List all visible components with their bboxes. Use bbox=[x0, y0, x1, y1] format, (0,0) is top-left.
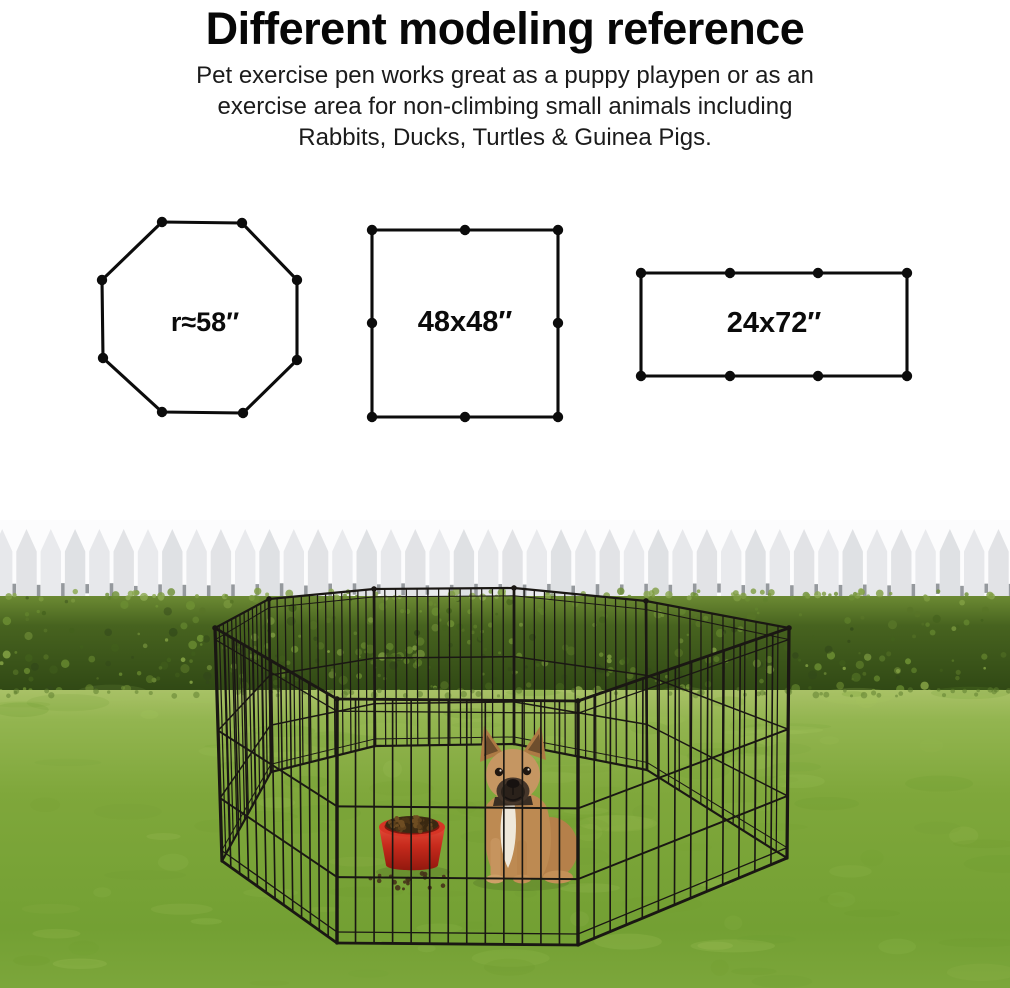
food-bowl bbox=[368, 815, 450, 891]
dog-body bbox=[484, 791, 552, 878]
hedge bbox=[0, 587, 1010, 698]
description-line: Rabbits, Ducks, Turtles & Guinea Pigs. bbox=[298, 124, 712, 151]
dog-eye bbox=[494, 767, 504, 777]
dog-hind-paw bbox=[543, 870, 573, 884]
rectangle-size-label: 24x72″ bbox=[726, 307, 822, 339]
square-diagram bbox=[366, 224, 564, 423]
description-line: exercise area for non-climbing small ani… bbox=[217, 93, 793, 120]
octagon-joint-dots bbox=[96, 216, 303, 419]
dog-eye bbox=[522, 766, 532, 776]
exercise-pen-front-panels bbox=[212, 625, 792, 947]
product-description: Pet exercise pen works great as a puppy … bbox=[95, 60, 915, 153]
dog-nose bbox=[506, 779, 520, 788]
description-line: Pet exercise pen works great as a puppy … bbox=[196, 62, 814, 89]
picket-fence bbox=[0, 529, 1010, 603]
kibble bbox=[387, 815, 437, 834]
rectangle-diagram bbox=[635, 267, 913, 382]
octagon-diagram bbox=[96, 216, 303, 419]
page-title: Different modeling reference bbox=[205, 3, 805, 54]
octagon-size-label: r≈58″ bbox=[170, 307, 240, 337]
rectangle-joint-dots bbox=[635, 267, 913, 382]
modeling-diagrams bbox=[96, 216, 913, 423]
square-joint-dots bbox=[366, 224, 564, 423]
bowl-body bbox=[379, 827, 445, 871]
backyard-scene bbox=[0, 520, 1010, 988]
dog-front-leg bbox=[490, 838, 501, 878]
square-size-label: 48x48″ bbox=[417, 306, 513, 338]
